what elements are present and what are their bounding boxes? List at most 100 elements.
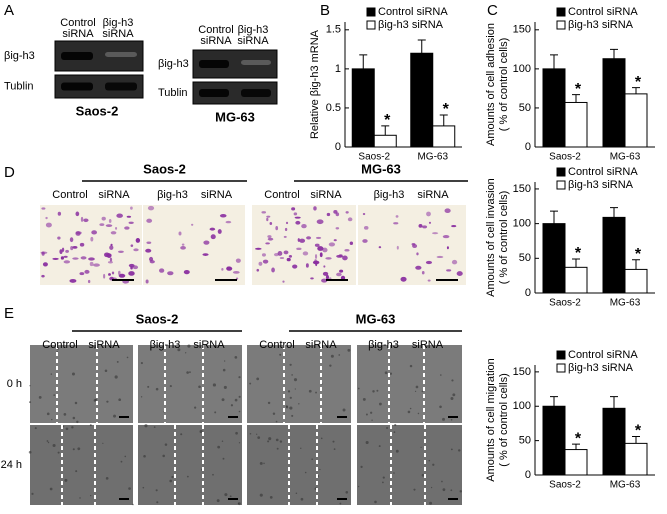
- speck: [216, 499, 220, 503]
- cell: [41, 274, 45, 278]
- speck: [93, 346, 96, 349]
- cell: [271, 267, 275, 273]
- condition-label: Control: [264, 189, 299, 201]
- cell: [69, 278, 77, 283]
- significance: *: [575, 81, 582, 98]
- cell: [101, 216, 106, 221]
- cell: [333, 239, 337, 242]
- speck: [118, 398, 122, 402]
- speck: [432, 463, 435, 466]
- speck: [77, 447, 81, 451]
- speck: [234, 355, 238, 359]
- legend-label: βig-h3 siRNA: [568, 179, 634, 191]
- bar: [602, 216, 626, 294]
- cell: [65, 249, 69, 253]
- speck: [300, 447, 302, 449]
- speck: [429, 501, 433, 505]
- condition-label: siRNA: [201, 189, 233, 201]
- speck: [440, 374, 442, 376]
- cell: [235, 258, 241, 263]
- error-bar: [550, 396, 558, 407]
- speck: [275, 438, 279, 442]
- y-axis-label: ( % of control cells): [498, 191, 510, 285]
- cell: [322, 247, 328, 253]
- cell: [93, 263, 100, 267]
- cell: [116, 213, 123, 218]
- cell: [256, 268, 260, 272]
- cell: [75, 231, 81, 236]
- cell: [393, 222, 399, 225]
- blot-band: [61, 82, 93, 91]
- cell: [42, 262, 48, 267]
- y-tick-label: 0.5: [326, 102, 341, 114]
- cell: [191, 223, 194, 226]
- speck: [360, 465, 363, 468]
- error-bar: [572, 258, 580, 268]
- cell: [261, 211, 267, 214]
- blot-band: [105, 82, 137, 91]
- cell: [342, 255, 348, 261]
- speck: [194, 406, 197, 409]
- blot-frame: [192, 81, 278, 105]
- speck: [71, 426, 74, 429]
- speck: [459, 490, 462, 493]
- speck: [315, 391, 317, 394]
- bar: [564, 266, 588, 294]
- cell: [396, 245, 399, 250]
- blot-column-label: siRNA: [102, 28, 134, 40]
- speck: [389, 372, 393, 375]
- blot-band: [241, 89, 271, 97]
- speck: [249, 432, 252, 435]
- speck: [409, 407, 412, 410]
- cell: [285, 221, 289, 225]
- speck: [357, 387, 360, 390]
- speck: [439, 405, 442, 409]
- error-bar: [632, 259, 640, 270]
- cell: [104, 252, 110, 258]
- y-tick-label: 0: [525, 469, 531, 481]
- cell: [108, 273, 111, 276]
- cell: [72, 245, 78, 249]
- micrograph: [252, 205, 356, 285]
- speck: [295, 492, 298, 495]
- speck: [198, 385, 201, 389]
- speck: [51, 418, 53, 421]
- cell: [130, 244, 134, 247]
- speck: [62, 425, 65, 428]
- speck: [38, 395, 42, 399]
- legend-swatch: [556, 363, 566, 373]
- speck: [155, 387, 159, 391]
- cell: [83, 218, 89, 223]
- speck: [71, 372, 75, 376]
- cell: [395, 215, 399, 218]
- cell: [323, 265, 326, 268]
- speck: [147, 385, 150, 388]
- speck: [93, 399, 97, 402]
- speck: [279, 353, 282, 356]
- legend-swatch: [556, 350, 566, 360]
- legend-label: Control siRNA: [378, 6, 448, 18]
- cell: [428, 221, 431, 224]
- cell: [135, 237, 141, 243]
- wound-image: [357, 425, 462, 505]
- speck: [140, 396, 143, 398]
- speck: [155, 489, 158, 492]
- cell: [232, 270, 240, 274]
- speck: [156, 501, 159, 504]
- speck: [132, 503, 134, 506]
- speck: [75, 470, 78, 473]
- significance: *: [575, 430, 582, 447]
- cell: [292, 264, 298, 269]
- cell: [45, 222, 52, 228]
- cell: [57, 211, 62, 216]
- blot-column-label: βig-h3: [103, 17, 134, 29]
- speck: [153, 426, 156, 428]
- speck: [289, 406, 293, 410]
- speck: [442, 417, 445, 421]
- cell: [284, 227, 288, 232]
- blot-band: [199, 60, 229, 68]
- cell: [266, 217, 269, 222]
- cell: [363, 226, 369, 230]
- y-axis-label: Amounts of cell invasion: [485, 178, 497, 297]
- y-tick-label: 150: [513, 366, 531, 378]
